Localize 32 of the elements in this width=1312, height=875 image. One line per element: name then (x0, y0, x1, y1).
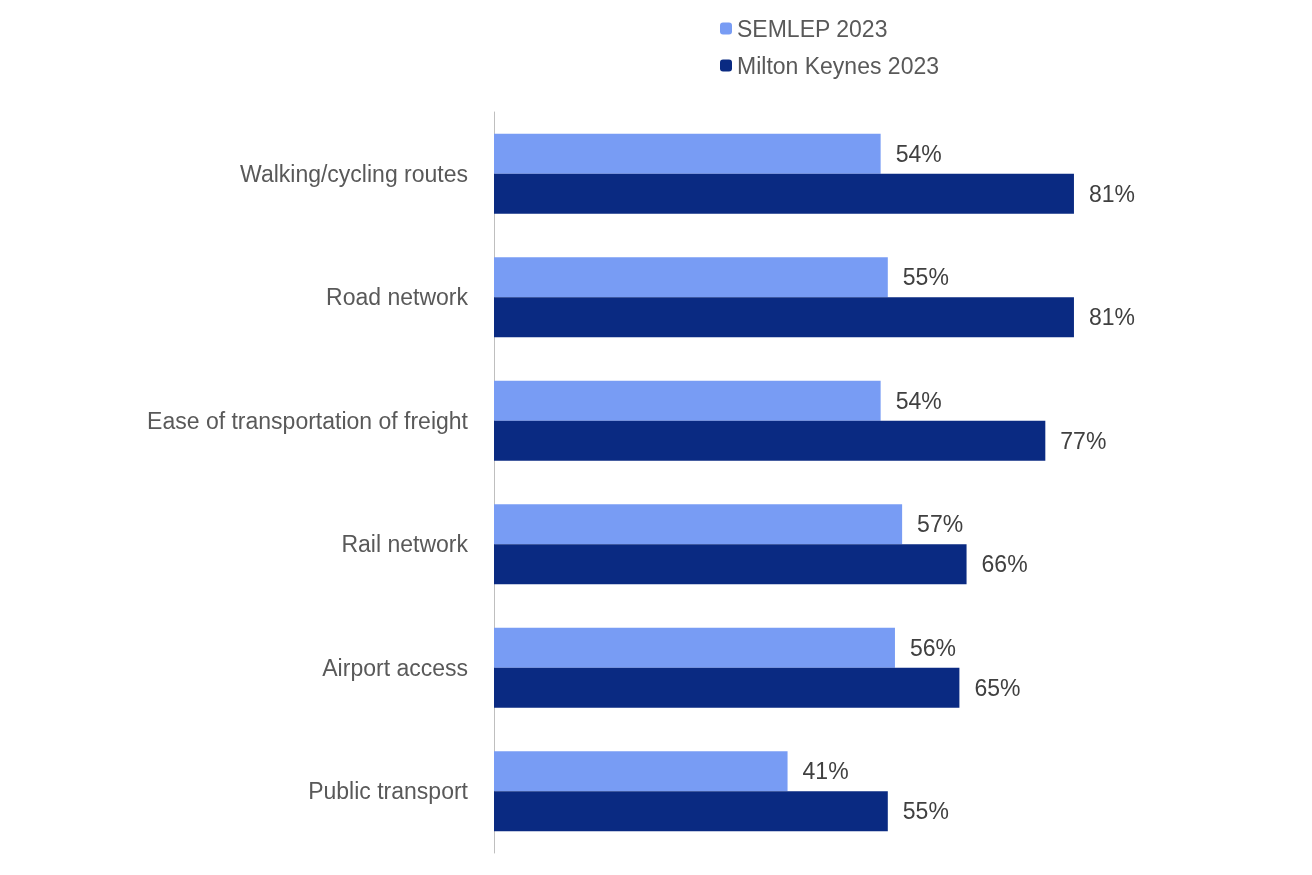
data-label: 55% (902, 798, 949, 825)
bar (494, 544, 967, 585)
bar (494, 380, 881, 421)
bar (494, 751, 788, 792)
bar (494, 173, 1074, 214)
bar (494, 667, 960, 708)
bar (494, 627, 895, 668)
data-label: 41% (802, 758, 849, 785)
data-label: 54% (895, 140, 942, 167)
y-tick-label: Ease of transportation of freight (147, 407, 469, 434)
y-tick-label: Airport access (322, 654, 468, 681)
data-label: 56% (909, 634, 957, 661)
data-label: 57% (917, 511, 964, 538)
bar (494, 504, 903, 545)
bar (494, 297, 1074, 338)
data-label: 55% (902, 264, 949, 291)
y-tick-label: Road network (326, 284, 469, 311)
y-tick-label: Rail network (341, 531, 469, 558)
bar (494, 791, 888, 832)
legend-label: Milton Keynes 2023 (737, 52, 940, 79)
data-label: 54% (895, 387, 942, 414)
data-label: 65% (974, 674, 1021, 701)
legend-label: SEMLEP 2023 (737, 15, 888, 42)
y-tick-label: Public transport (308, 778, 469, 805)
bar (494, 133, 881, 174)
bar (494, 420, 1046, 461)
data-label: 81% (1088, 180, 1136, 207)
bar (494, 257, 888, 298)
data-label: 66% (981, 551, 1028, 578)
y-tick-label: Walking/cycling routes (240, 160, 468, 187)
data-label: 77% (1060, 427, 1107, 454)
data-label: 81% (1088, 304, 1136, 331)
